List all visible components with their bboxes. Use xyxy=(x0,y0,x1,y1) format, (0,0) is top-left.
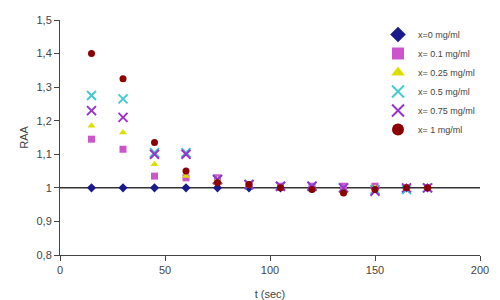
svg-text:0,8: 0,8 xyxy=(37,249,52,261)
svg-text:x= 0.75 mg/ml: x= 0.75 mg/ml xyxy=(418,106,475,116)
svg-text:1,4: 1,4 xyxy=(37,47,52,59)
svg-text:1,1: 1,1 xyxy=(37,148,52,160)
svg-text:t (sec): t (sec) xyxy=(255,288,286,300)
svg-text:1,3: 1,3 xyxy=(37,81,52,93)
svg-text:x=0 mg/ml: x=0 mg/ml xyxy=(418,30,460,40)
svg-text:x= 0.1 mg/ml: x= 0.1 mg/ml xyxy=(418,49,470,59)
svg-text:200: 200 xyxy=(471,264,489,276)
svg-text:1,5: 1,5 xyxy=(37,14,52,26)
svg-text:50: 50 xyxy=(159,264,171,276)
svg-text:x= 1 mg/ml: x= 1 mg/ml xyxy=(418,125,462,135)
svg-text:x= 0.25 mg/ml: x= 0.25 mg/ml xyxy=(418,68,475,78)
svg-text:0,9: 0,9 xyxy=(37,215,52,227)
svg-text:RAA: RAA xyxy=(18,126,30,149)
svg-text:1,2: 1,2 xyxy=(37,115,52,127)
svg-text:0: 0 xyxy=(57,264,63,276)
svg-text:1: 1 xyxy=(46,182,52,194)
svg-text:x= 0.5 mg/ml: x= 0.5 mg/ml xyxy=(418,87,470,97)
svg-text:150: 150 xyxy=(366,264,384,276)
svg-text:100: 100 xyxy=(261,264,279,276)
